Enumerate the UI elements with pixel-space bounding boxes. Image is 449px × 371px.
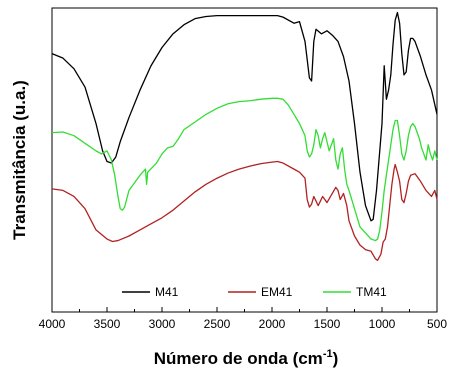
y-axis-label: Transmitância (u.a.) [10, 80, 29, 240]
x-tick-label: 2500 [204, 317, 231, 331]
legend-label-tm41: TM41 [356, 285, 387, 299]
x-axis-label-main: Número de onda (cm [154, 349, 323, 368]
x-tick-label: 1000 [369, 317, 396, 331]
legend-label-em41: EM41 [261, 285, 293, 299]
x-axis-label-sup: -1 [323, 348, 333, 360]
series-line-tm41 [51, 97, 438, 242]
legend: M41 EM41 TM41 [122, 285, 387, 299]
legend-label-m41: M41 [155, 285, 179, 299]
series-line-em41 [51, 160, 438, 261]
x-tick-label: 4000 [39, 317, 66, 331]
x-tick-label: 3000 [149, 317, 176, 331]
x-tick-label: 1500 [314, 317, 341, 331]
x-tick-label: 2000 [259, 317, 286, 331]
x-axis-label: Número de onda (cm-1) [154, 348, 339, 368]
series-line-m41 [51, 11, 438, 222]
x-axis-label-close: ) [333, 349, 339, 368]
series-layer [51, 11, 438, 261]
x-tick-label: 3500 [94, 317, 121, 331]
x-tick-label: 500 [427, 317, 447, 331]
x-axis-ticks: 4000 3500 3000 2500 2000 1500 1000 500 [39, 307, 447, 331]
